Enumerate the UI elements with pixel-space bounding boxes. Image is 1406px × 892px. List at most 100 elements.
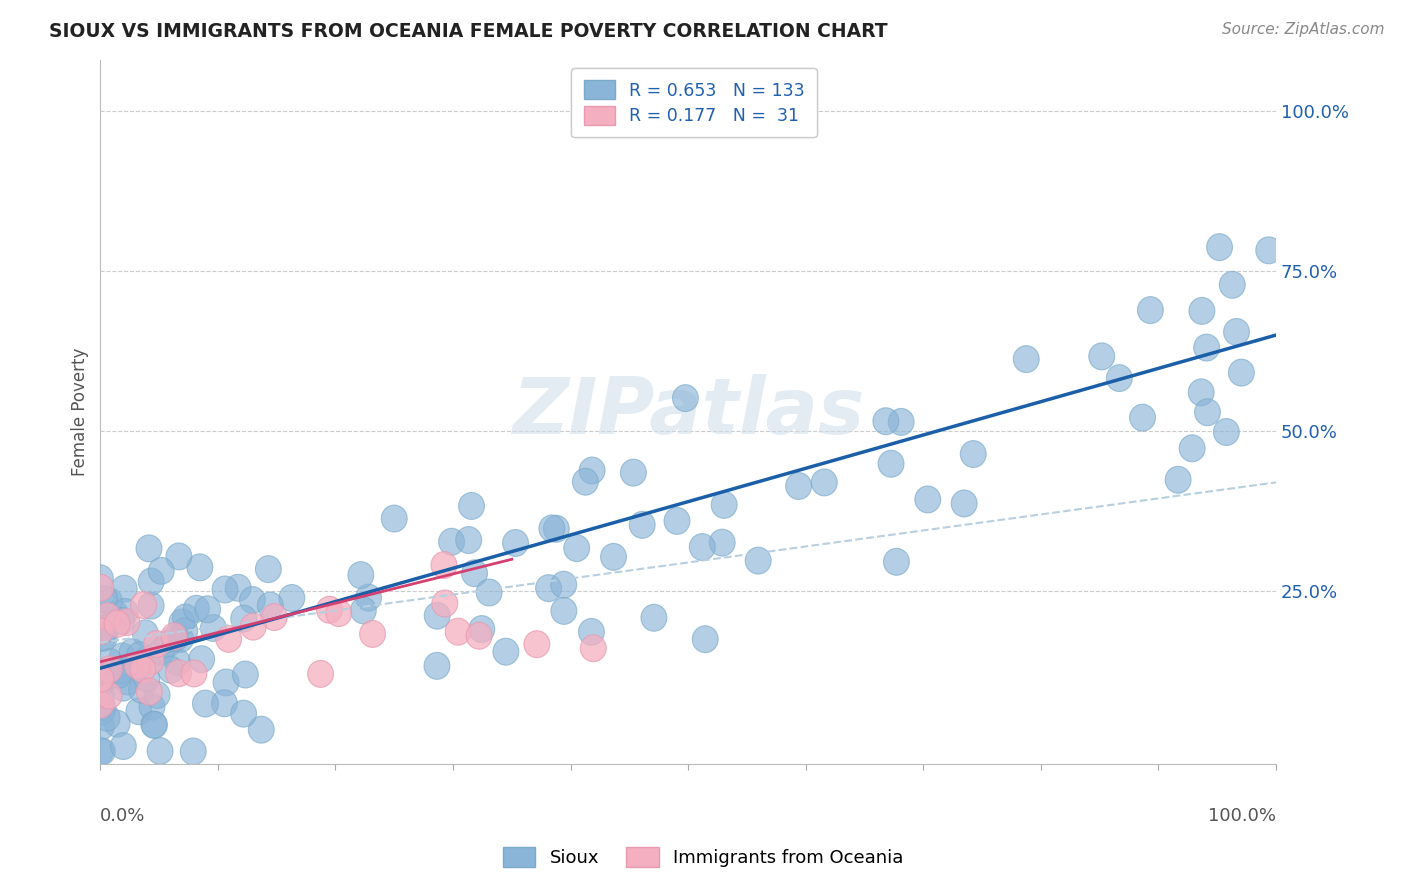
Ellipse shape <box>96 682 122 709</box>
Ellipse shape <box>134 665 160 691</box>
Ellipse shape <box>308 660 333 688</box>
Text: 100.0%: 100.0% <box>1208 806 1277 824</box>
Ellipse shape <box>1180 435 1205 462</box>
Ellipse shape <box>641 604 666 632</box>
Ellipse shape <box>180 738 207 765</box>
Ellipse shape <box>952 490 977 516</box>
Ellipse shape <box>139 693 165 720</box>
Ellipse shape <box>166 660 191 687</box>
Ellipse shape <box>127 698 152 724</box>
Ellipse shape <box>148 638 174 665</box>
Y-axis label: Female Poverty: Female Poverty <box>72 348 89 476</box>
Ellipse shape <box>90 694 115 721</box>
Ellipse shape <box>446 618 471 645</box>
Ellipse shape <box>381 505 408 532</box>
Ellipse shape <box>572 468 599 495</box>
Ellipse shape <box>579 457 605 484</box>
Ellipse shape <box>157 657 184 683</box>
Ellipse shape <box>1219 271 1246 298</box>
Ellipse shape <box>1188 379 1215 406</box>
Ellipse shape <box>89 698 115 724</box>
Ellipse shape <box>105 661 132 689</box>
Ellipse shape <box>134 646 160 673</box>
Ellipse shape <box>889 409 914 435</box>
Ellipse shape <box>350 597 377 624</box>
Ellipse shape <box>166 543 191 570</box>
Ellipse shape <box>94 704 120 731</box>
Ellipse shape <box>1223 318 1250 345</box>
Text: Source: ZipAtlas.com: Source: ZipAtlas.com <box>1222 22 1385 37</box>
Ellipse shape <box>425 602 450 629</box>
Ellipse shape <box>502 530 529 557</box>
Ellipse shape <box>1088 343 1115 370</box>
Ellipse shape <box>104 610 131 637</box>
Ellipse shape <box>89 713 114 739</box>
Ellipse shape <box>692 626 718 653</box>
Ellipse shape <box>103 601 129 628</box>
Ellipse shape <box>360 621 385 648</box>
Ellipse shape <box>188 646 215 673</box>
Ellipse shape <box>89 669 114 696</box>
Ellipse shape <box>347 562 374 589</box>
Ellipse shape <box>172 617 198 645</box>
Ellipse shape <box>136 678 162 706</box>
Ellipse shape <box>148 558 174 584</box>
Ellipse shape <box>257 592 283 619</box>
Ellipse shape <box>97 656 122 683</box>
Ellipse shape <box>127 642 152 669</box>
Ellipse shape <box>467 623 492 649</box>
Ellipse shape <box>883 549 910 575</box>
Ellipse shape <box>120 639 145 665</box>
Ellipse shape <box>456 526 482 554</box>
Ellipse shape <box>879 450 904 477</box>
Ellipse shape <box>915 486 941 513</box>
Ellipse shape <box>155 631 181 657</box>
Text: ZIPatlas: ZIPatlas <box>512 374 865 450</box>
Ellipse shape <box>1213 418 1239 445</box>
Ellipse shape <box>87 574 114 601</box>
Ellipse shape <box>125 652 150 679</box>
Ellipse shape <box>689 533 716 560</box>
Ellipse shape <box>581 635 606 662</box>
Ellipse shape <box>551 571 576 599</box>
Ellipse shape <box>111 575 138 602</box>
Ellipse shape <box>142 712 167 739</box>
Ellipse shape <box>811 469 837 496</box>
Ellipse shape <box>143 631 170 657</box>
Ellipse shape <box>745 547 770 574</box>
Ellipse shape <box>110 643 135 670</box>
Ellipse shape <box>494 638 519 665</box>
Ellipse shape <box>1256 237 1282 264</box>
Ellipse shape <box>564 534 589 562</box>
Ellipse shape <box>89 665 114 692</box>
Ellipse shape <box>87 618 114 645</box>
Ellipse shape <box>231 700 256 727</box>
Ellipse shape <box>162 623 187 649</box>
Ellipse shape <box>630 511 655 538</box>
Ellipse shape <box>432 590 458 617</box>
Ellipse shape <box>536 574 561 601</box>
Ellipse shape <box>356 584 381 611</box>
Ellipse shape <box>212 576 238 603</box>
Ellipse shape <box>1137 297 1163 324</box>
Ellipse shape <box>132 620 159 647</box>
Ellipse shape <box>225 574 252 601</box>
Ellipse shape <box>87 738 114 765</box>
Ellipse shape <box>97 588 122 615</box>
Ellipse shape <box>458 492 485 519</box>
Ellipse shape <box>1166 467 1191 493</box>
Ellipse shape <box>167 625 194 652</box>
Ellipse shape <box>231 605 257 632</box>
Ellipse shape <box>104 710 131 737</box>
Ellipse shape <box>262 604 287 631</box>
Ellipse shape <box>278 584 305 611</box>
Ellipse shape <box>110 674 136 701</box>
Ellipse shape <box>148 738 173 764</box>
Ellipse shape <box>468 615 495 642</box>
Ellipse shape <box>425 652 450 680</box>
Ellipse shape <box>129 656 156 682</box>
Ellipse shape <box>960 441 986 467</box>
Ellipse shape <box>709 529 735 556</box>
Ellipse shape <box>214 669 239 696</box>
Ellipse shape <box>664 508 690 534</box>
